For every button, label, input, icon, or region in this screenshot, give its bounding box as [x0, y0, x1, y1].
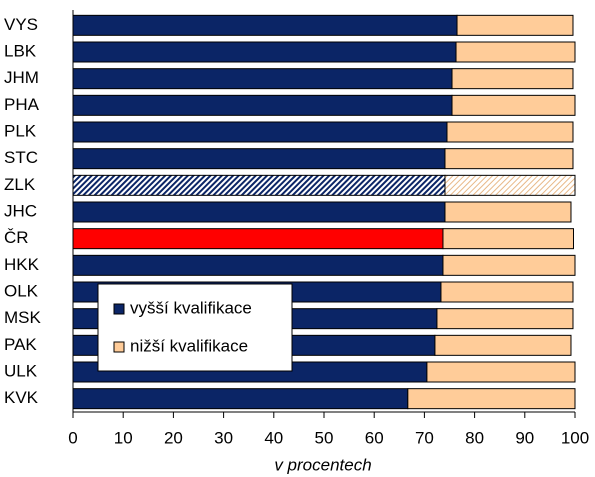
bar-segment	[442, 228, 574, 250]
bar-segment	[72, 14, 458, 36]
y-tick-label: ČR	[4, 228, 29, 247]
x-tick-label: 40	[264, 428, 283, 447]
y-tick-label: LBK	[4, 41, 37, 60]
bar-segment	[72, 201, 446, 223]
x-tick-label: 20	[164, 428, 183, 447]
bar-segment	[407, 388, 576, 410]
bar-segment	[446, 121, 574, 143]
bar-segment	[451, 94, 576, 116]
x-tick-label: 30	[214, 428, 233, 447]
bar-segment	[444, 201, 572, 223]
bar-segment	[426, 361, 576, 383]
x-tick-label: 80	[465, 428, 484, 447]
legend-label: vyšší kvalifikace	[130, 298, 252, 317]
x-axis-label: v procentech	[274, 455, 371, 474]
x-tick-label: 0	[68, 428, 77, 447]
x-tick-label: 50	[315, 428, 334, 447]
bar-segment	[72, 388, 409, 410]
y-tick-label: STC	[4, 148, 38, 167]
bar-segment	[456, 14, 574, 36]
x-tick-label: 70	[415, 428, 434, 447]
x-tick-label: 90	[515, 428, 534, 447]
bar-segment	[434, 334, 572, 356]
legend-label: nižší kvalifikace	[130, 336, 248, 355]
bar-segment	[451, 68, 574, 90]
bar-segment	[72, 68, 453, 90]
y-tick-label: PLK	[4, 121, 37, 140]
bar-segment	[72, 148, 446, 170]
y-tick-label: ULK	[4, 361, 38, 380]
bar-segment	[72, 94, 453, 116]
bar-segment	[455, 41, 576, 63]
y-tick-label: PHA	[4, 95, 40, 114]
bar-segment	[444, 174, 576, 196]
y-tick-label: VYS	[4, 15, 38, 34]
x-tick-label: 100	[561, 428, 589, 447]
y-tick-label: JHM	[4, 68, 39, 87]
y-tick-label: ZLK	[4, 175, 36, 194]
legend-marker	[113, 303, 125, 315]
y-tick-label: HKK	[4, 255, 40, 274]
bar-segment	[436, 308, 574, 330]
bar-segment	[72, 121, 448, 143]
y-tick-label: KVK	[4, 388, 39, 407]
bar-segment	[72, 174, 446, 196]
bar-segment	[440, 281, 574, 303]
x-tick-label: 10	[114, 428, 133, 447]
bar-segment	[442, 254, 576, 276]
x-tick-label: 60	[365, 428, 384, 447]
legend-box	[97, 283, 293, 372]
y-tick-label: PAK	[4, 335, 37, 354]
bar-segment	[72, 254, 444, 276]
bar-segment	[72, 228, 444, 250]
bar-segment	[444, 148, 574, 170]
bar-segment	[72, 41, 457, 63]
y-tick-label: OLK	[4, 281, 39, 300]
y-tick-label: MSK	[4, 308, 42, 327]
legend-marker	[113, 341, 125, 353]
y-tick-label: JHC	[4, 201, 37, 220]
